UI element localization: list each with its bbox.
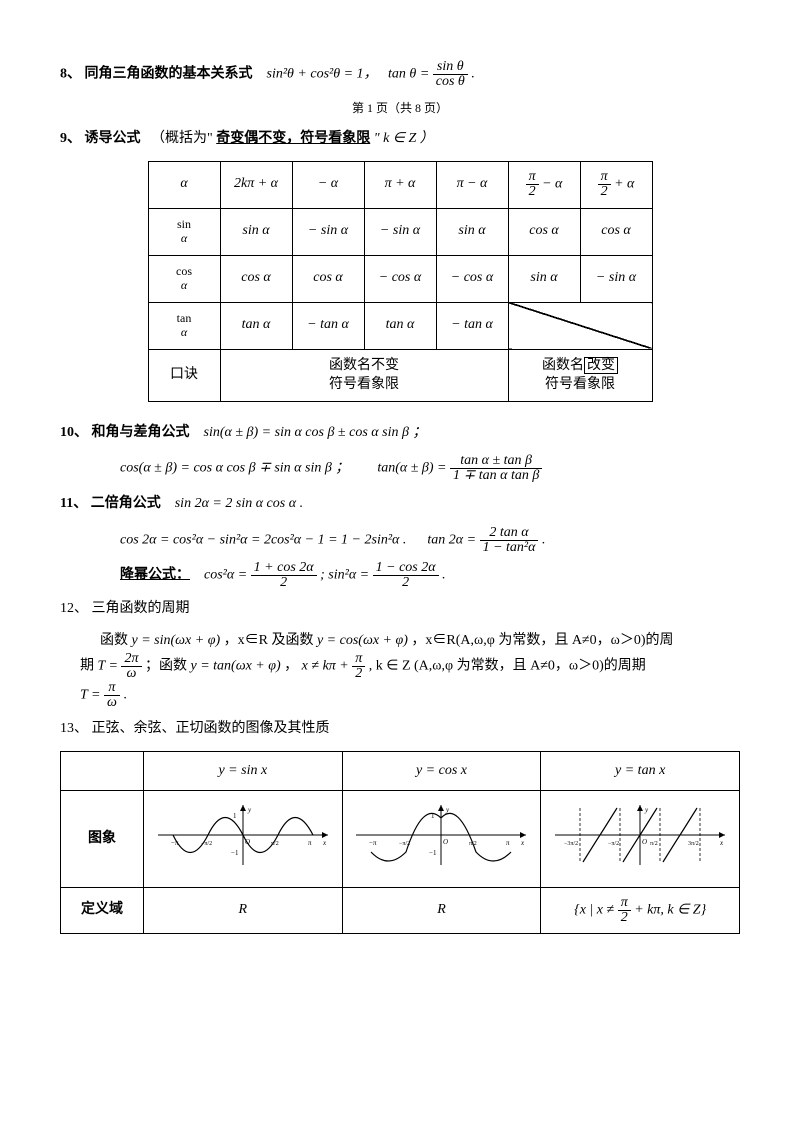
svg-text:y: y bbox=[247, 806, 252, 814]
item-8-end: . bbox=[471, 67, 475, 82]
svg-text:−π: −π bbox=[369, 839, 377, 847]
svg-text:−1: −1 bbox=[231, 849, 239, 857]
item-9-emph: 奇变偶不变，符号看象限 bbox=[216, 131, 370, 146]
svg-text:−π/2: −π/2 bbox=[201, 841, 212, 847]
svg-text:O: O bbox=[443, 838, 448, 846]
svg-text:O: O bbox=[245, 838, 250, 846]
item-11-cos: cos 2α = cos²α − sin²α = 2cos²α − 1 = 1 … bbox=[120, 526, 740, 555]
svg-text:−π/2: −π/2 bbox=[608, 841, 619, 847]
cos-graph: y x O 1 −1 −π −π/2 π/2 π bbox=[351, 800, 531, 870]
svg-text:x: x bbox=[520, 839, 525, 847]
item-10: 10、 和角与差角公式 sin(α ± β) = sin α cos β ± c… bbox=[60, 422, 740, 444]
item-13-num: 13、 bbox=[60, 721, 88, 736]
item-12-num: 12、 bbox=[60, 601, 88, 616]
item-8: 8、 同角三角函数的基本关系式 sin²θ + cos²θ = 1， tan θ… bbox=[60, 60, 740, 89]
svg-text:x: x bbox=[322, 839, 327, 847]
tan-graph: y x O −3π/2 −π/2 π/2 3π/2 bbox=[550, 800, 730, 870]
svg-text:−π/2: −π/2 bbox=[399, 841, 410, 847]
svg-text:π/2: π/2 bbox=[271, 841, 279, 847]
item-10-tan-frac: tan α ± tan β 1 ∓ tan α tan β bbox=[450, 454, 542, 483]
item-12-title: 三角函数的周期 bbox=[92, 601, 190, 616]
page-number: 第 1 页（共 8 页） bbox=[60, 99, 740, 118]
item-12-line3: T = πω . bbox=[80, 681, 740, 710]
svg-text:O: O bbox=[642, 838, 647, 846]
svg-text:π/2: π/2 bbox=[650, 841, 658, 847]
induction-table: α 2kπ + α − α π + α π − α π2 − α π2 + α … bbox=[148, 161, 653, 402]
svg-text:π: π bbox=[308, 839, 312, 847]
item-11-tan-frac: 2 tan α 1 − tan²α bbox=[480, 526, 539, 555]
tan-slash-cell bbox=[508, 302, 652, 349]
item-9-note-post: " k ∈ Z ） bbox=[374, 131, 434, 146]
item-8-title: 同角三角函数的基本关系式 bbox=[85, 67, 253, 82]
svg-text:1: 1 bbox=[233, 812, 237, 820]
sin-graph-cell: y x O 1 −1 −π −π/2 π/2 π bbox=[144, 791, 343, 888]
item-13-title: 正弦、余弦、正切函数的图像及其性质 bbox=[92, 721, 330, 736]
item-9-title: 诱导公式 bbox=[85, 131, 141, 146]
svg-text:−3π/2: −3π/2 bbox=[564, 841, 578, 847]
induction-row-tan: tanα tan α − tan α tan α − tan α bbox=[148, 302, 652, 349]
svg-text:−1: −1 bbox=[429, 849, 437, 857]
sin-graph: y x O 1 −1 −π −π/2 π/2 π bbox=[153, 800, 333, 870]
item-8-num: 8、 bbox=[60, 67, 81, 82]
item-8-fraction: sin θ cos θ bbox=[433, 60, 468, 89]
svg-text:1: 1 bbox=[431, 812, 435, 820]
svg-text:π: π bbox=[506, 839, 510, 847]
item-12-body: 函数 y = sin(ωx + φ) ，x∈R 及函数 y = cos(ωx +… bbox=[100, 630, 740, 652]
item-11-power: 降幂公式： cos²α = 1 + cos 2α2 ; sin²α = 1 − … bbox=[120, 561, 740, 590]
svg-text:3π/2: 3π/2 bbox=[688, 841, 699, 847]
item-11-num: 11、 bbox=[60, 496, 87, 511]
item-12: 12、 三角函数的周期 bbox=[60, 598, 740, 620]
svg-text:x: x bbox=[719, 839, 724, 847]
item-8-f1: sin²θ + cos²θ = 1， bbox=[267, 67, 378, 82]
item-10-title: 和角与差角公式 bbox=[92, 425, 190, 440]
svg-text:−π: −π bbox=[171, 839, 179, 847]
item-11-title: 二倍角公式 bbox=[91, 496, 161, 511]
tan-graph-cell: y x O −3π/2 −π/2 π/2 3π/2 bbox=[541, 791, 740, 888]
item-10-line2: cos(α ± β) = cos α cos β ∓ sin α sin β ；… bbox=[120, 454, 740, 483]
item-12-line2: 期 T = 2πω ；函数 y = tan(ωx + φ) ， x ≠ kπ +… bbox=[80, 652, 740, 681]
item-9: 9、 诱导公式 （概括为" 奇变偶不变，符号看象限 " k ∈ Z ） bbox=[60, 128, 740, 150]
induction-header-row: α 2kπ + α − α π + α π − α π2 − α π2 + α bbox=[148, 161, 652, 208]
item-8-f2-lhs: tan θ = bbox=[388, 67, 429, 82]
item-9-note-pre: （概括为" bbox=[151, 131, 213, 146]
tan-domain: {x | x ≠ π2 + kπ, k ∈ Z} bbox=[541, 888, 740, 934]
cos-graph-cell: y x O 1 −1 −π −π/2 π/2 π bbox=[342, 791, 541, 888]
induction-row-sin: sinα sin α − sin α − sin α sin α cos α c… bbox=[148, 208, 652, 255]
item-13: 13、 正弦、余弦、正切函数的图像及其性质 bbox=[60, 718, 740, 740]
svg-text:y: y bbox=[644, 806, 649, 814]
trig-properties-table: y = sin x y = cos x y = tan x 图象 y x O 1… bbox=[60, 751, 740, 934]
item-11: 11、 二倍角公式 sin 2α = 2 sin α cos α . bbox=[60, 493, 740, 515]
item-9-num: 9、 bbox=[60, 131, 81, 146]
item-10-num: 10、 bbox=[60, 425, 88, 440]
svg-text:π/2: π/2 bbox=[469, 841, 477, 847]
induction-row-mnemonic: 口诀 函数名不变 符号看象限 函数名改变 符号看象限 bbox=[148, 349, 652, 401]
induction-row-cos: cosα cos α cos α − cos α − cos α sin α −… bbox=[148, 255, 652, 302]
item-10-f1: sin(α ± β) = sin α cos β ± cos α sin β ； bbox=[204, 425, 427, 440]
